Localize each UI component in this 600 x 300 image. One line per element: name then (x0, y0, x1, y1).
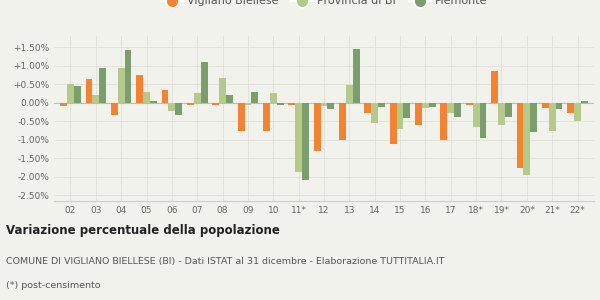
Bar (74, 86, 81, 103)
Bar (161, 90, 169, 103)
Bar (346, 85, 353, 103)
Bar (505, 103, 512, 117)
Bar (403, 103, 410, 118)
Bar (454, 103, 461, 117)
Bar (320, 103, 328, 106)
Bar (581, 101, 588, 103)
Bar (194, 93, 200, 103)
Bar (517, 103, 523, 168)
Bar (86, 79, 92, 103)
Bar (60, 103, 67, 106)
Bar (143, 92, 150, 103)
Bar (328, 103, 334, 110)
Bar (175, 103, 182, 115)
Bar (226, 94, 233, 103)
Bar (378, 103, 385, 107)
Bar (125, 50, 131, 103)
Bar (574, 103, 581, 121)
Bar (390, 103, 397, 143)
Bar (118, 68, 125, 103)
Bar (212, 103, 219, 105)
Bar (567, 103, 574, 113)
Bar (270, 93, 277, 103)
Bar (364, 103, 371, 113)
Bar (99, 68, 106, 103)
Text: (*) post-censimento: (*) post-censimento (6, 281, 101, 290)
Bar (549, 103, 556, 130)
Bar (169, 103, 175, 111)
Bar (187, 103, 194, 105)
Bar (251, 92, 258, 103)
Bar (466, 103, 473, 105)
Bar (111, 103, 118, 115)
Bar (542, 103, 549, 108)
Bar (263, 103, 270, 130)
Legend: Vigliano Biellese, Provincia di BI, Piemonte: Vigliano Biellese, Provincia di BI, Piem… (157, 0, 491, 11)
Bar (440, 103, 448, 140)
Bar (289, 103, 295, 105)
Bar (150, 101, 157, 103)
Bar (295, 103, 302, 172)
Bar (245, 103, 251, 105)
Bar (422, 103, 429, 108)
Bar (219, 77, 226, 103)
Bar (473, 103, 479, 127)
Bar (67, 84, 74, 103)
Bar (339, 103, 346, 140)
Bar (277, 103, 284, 105)
Bar (448, 103, 454, 113)
Text: COMUNE DI VIGLIANO BIELLESE (BI) - Dati ISTAT al 31 dicembre - Elaborazione TUTT: COMUNE DI VIGLIANO BIELLESE (BI) - Dati … (6, 257, 445, 266)
Bar (415, 103, 422, 125)
Bar (498, 103, 505, 125)
Bar (556, 103, 562, 110)
Bar (397, 103, 403, 129)
Bar (314, 103, 320, 151)
Bar (491, 71, 498, 103)
Bar (353, 49, 359, 103)
Bar (238, 103, 245, 130)
Bar (200, 62, 208, 103)
Bar (530, 103, 537, 132)
Bar (302, 103, 309, 180)
Bar (136, 75, 143, 103)
Text: Variazione percentuale della popolazione: Variazione percentuale della popolazione (6, 224, 280, 237)
Bar (523, 103, 530, 175)
Bar (92, 94, 99, 103)
Bar (479, 103, 487, 138)
Bar (371, 103, 378, 123)
Bar (429, 103, 436, 107)
